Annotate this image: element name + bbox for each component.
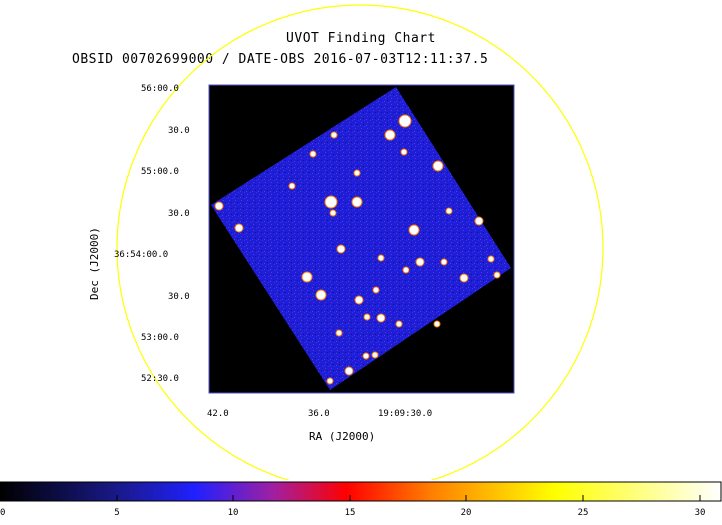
star-source: [301, 271, 313, 283]
star-source: [408, 224, 420, 236]
star-source: [362, 352, 370, 360]
colorbar-tick-label: 20: [461, 508, 472, 518]
star-source: [353, 169, 361, 177]
star-source: [400, 148, 408, 156]
star-source: [474, 216, 484, 226]
colorbar-gradient: [0, 481, 722, 502]
star-source: [326, 377, 334, 385]
ra-tick: 19:09:30.0: [378, 409, 433, 419]
finding-chart-image: [116, 4, 604, 480]
star-source: [309, 150, 317, 158]
star-source: [371, 351, 379, 359]
star-source: [234, 223, 244, 233]
star-source: [336, 244, 346, 254]
colorbar-tick-label: 10: [228, 508, 239, 518]
colorbar-tick-label: 0: [0, 508, 5, 518]
star-source: [415, 257, 425, 267]
star-source: [363, 313, 371, 321]
star-source: [335, 329, 343, 337]
star-source: [433, 320, 441, 328]
star-source: [372, 286, 380, 294]
star-source: [384, 129, 396, 141]
star-source: [459, 273, 469, 283]
chart-subtitle: OBSID 00702699000 / DATE-OBS 2016-07-03T…: [72, 52, 489, 67]
ra-axis-label: RA (J2000): [309, 430, 376, 443]
star-source: [432, 160, 444, 172]
colorbar-tick-label: 5: [114, 508, 119, 518]
star-source: [288, 182, 296, 190]
star-source: [395, 320, 403, 328]
dec-tick: 56:00.0: [141, 84, 179, 94]
star-source: [351, 196, 363, 208]
star-source: [344, 366, 354, 376]
ra-tick: 36.0: [308, 409, 330, 419]
star-sources: [214, 114, 501, 385]
chart-title: UVOT Finding Chart: [286, 31, 436, 46]
star-source: [329, 209, 337, 217]
star-source: [324, 195, 338, 209]
colorbar-graphic: 0 5 10 15 20 25 30: [0, 481, 722, 518]
colorbar-tick-label: 30: [695, 508, 706, 518]
star-source: [440, 258, 448, 266]
dec-tick: 30.0: [168, 209, 190, 219]
colorbar-ticks: 0 5 10 15 20 25 30: [0, 495, 705, 518]
colorbar-tick-label: 15: [345, 508, 356, 518]
dec-axis-label: Dec (J2000): [88, 227, 101, 300]
star-source: [354, 295, 364, 305]
star-source: [376, 313, 386, 323]
star-source: [377, 254, 385, 262]
dec-tick: 52:30.0: [141, 374, 179, 384]
dec-tick: 53:00.0: [141, 333, 179, 343]
star-source: [445, 207, 453, 215]
star-source: [330, 131, 338, 139]
star-source: [398, 114, 412, 128]
colorbar: 0 5 10 15 20 25 30: [0, 480, 722, 521]
star-source: [214, 201, 224, 211]
field-of-view-circle: [116, 4, 604, 480]
dec-tick: 36:54:00.0: [114, 250, 169, 260]
star-source: [487, 255, 495, 263]
dec-tick: 55:00.0: [141, 167, 179, 177]
ra-tick: 42.0: [207, 409, 229, 419]
dec-tick: 30.0: [168, 126, 190, 136]
dec-tick: 30.0: [168, 292, 190, 302]
star-source: [315, 289, 327, 301]
star-source: [493, 271, 501, 279]
star-source: [402, 266, 410, 274]
colorbar-tick-label: 25: [578, 508, 589, 518]
